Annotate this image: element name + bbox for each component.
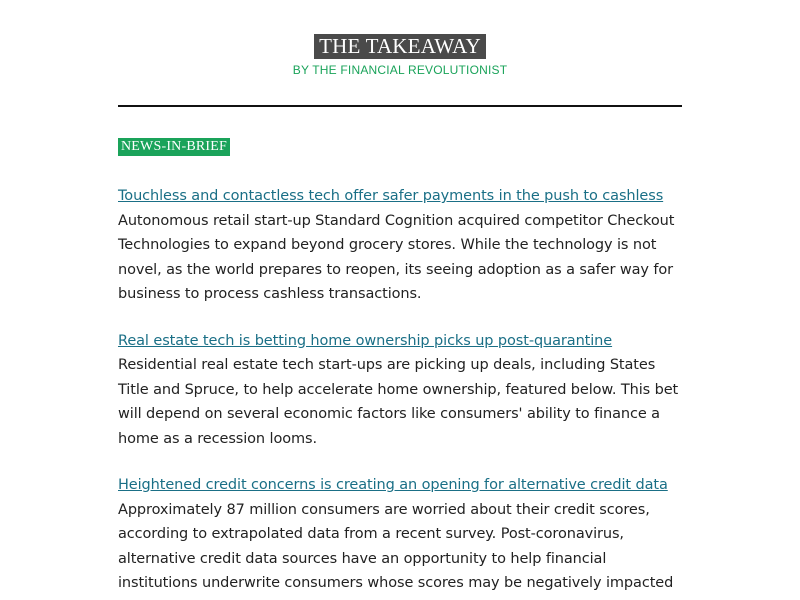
masthead: THE TAKEAWAY BY THE FINANCIAL REVOLUTION… — [0, 34, 800, 77]
story-item: Touchless and contactless tech offer saf… — [118, 184, 684, 307]
story-headline-link[interactable]: Heightened credit concerns is creating a… — [118, 477, 668, 493]
story-headline-link[interactable]: Touchless and contactless tech offer saf… — [118, 188, 664, 204]
story-item: Real estate tech is betting home ownersh… — [118, 329, 684, 452]
story-item: Heightened credit concerns is creating a… — [118, 473, 684, 596]
story-summary: Residential real estate tech start-ups a… — [118, 357, 679, 447]
story-list: Touchless and contactless tech offer saf… — [118, 184, 684, 600]
section-badge: NEWS-IN-BRIEF — [118, 138, 231, 156]
story-summary: Approximately 87 million consumers are w… — [118, 501, 674, 592]
story-headline-link[interactable]: Real estate tech is betting home ownersh… — [118, 332, 613, 349]
newsletter-byline: BY THE FINANCIAL REVOLUTIONIST — [292, 63, 508, 77]
header-divider — [118, 105, 682, 107]
story-summary: Autonomous retail start-up Standard Cogn… — [118, 212, 675, 303]
newsletter-title: THE TAKEAWAY — [314, 34, 486, 59]
